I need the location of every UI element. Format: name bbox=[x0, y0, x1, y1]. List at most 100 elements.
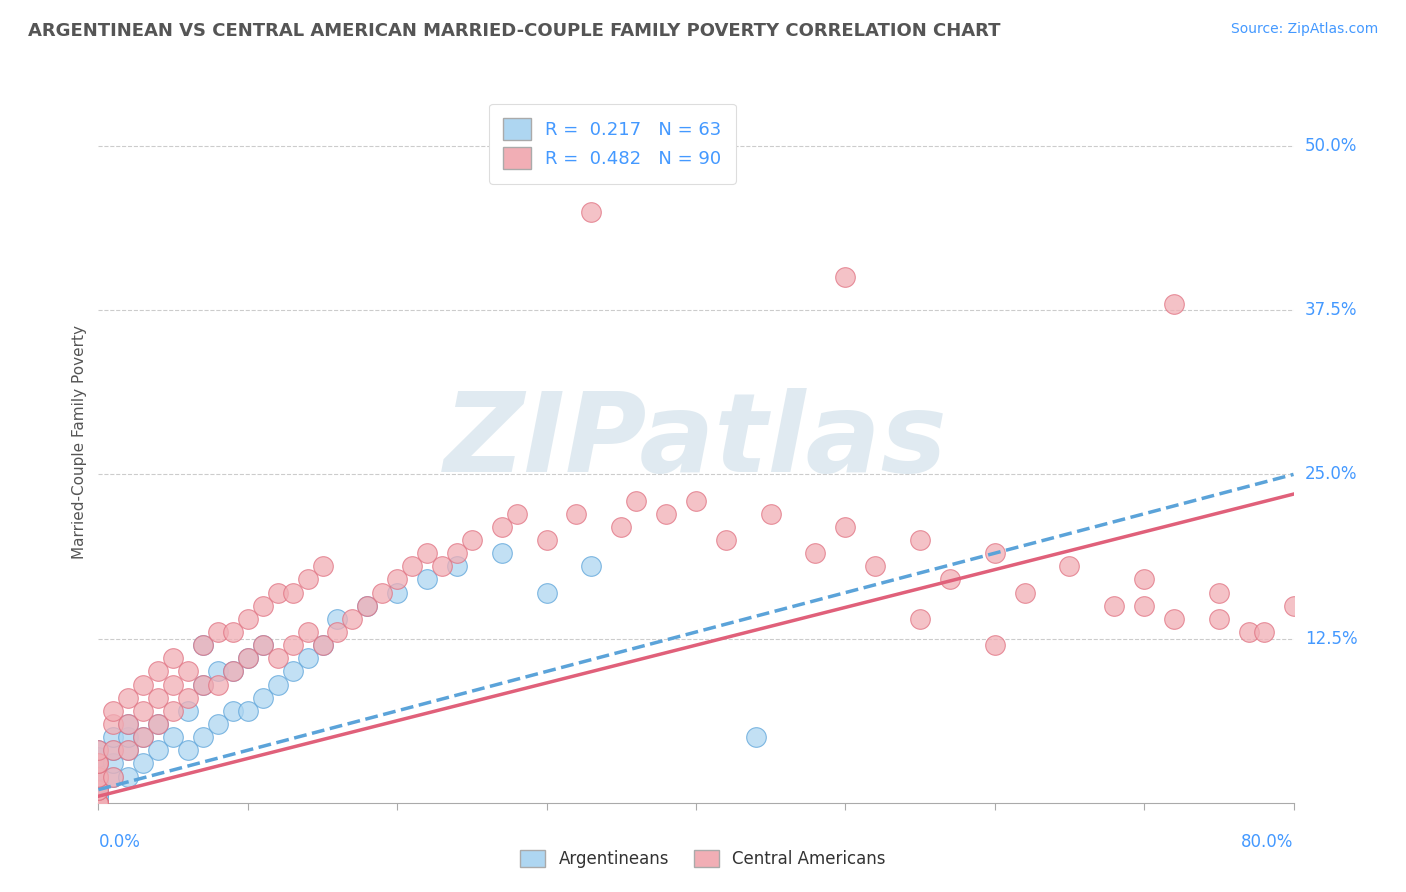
Point bbox=[103, 770, 125, 784]
Point bbox=[87, 796, 110, 810]
Point bbox=[148, 717, 170, 731]
Point bbox=[87, 770, 110, 784]
Point bbox=[759, 507, 782, 521]
Point bbox=[87, 756, 110, 771]
Point bbox=[430, 559, 453, 574]
Point bbox=[87, 796, 110, 810]
Point bbox=[222, 665, 245, 679]
Point bbox=[252, 599, 274, 613]
Point bbox=[162, 677, 184, 691]
Point bbox=[371, 585, 394, 599]
Point bbox=[87, 770, 110, 784]
Point bbox=[87, 796, 110, 810]
Point bbox=[356, 599, 378, 613]
Point bbox=[87, 796, 110, 810]
Point bbox=[236, 612, 259, 626]
Point bbox=[1282, 599, 1305, 613]
Point bbox=[191, 730, 214, 744]
Point bbox=[834, 520, 856, 534]
Point bbox=[446, 559, 468, 574]
Legend: R =  0.217   N = 63, R =  0.482   N = 90: R = 0.217 N = 63, R = 0.482 N = 90 bbox=[489, 103, 735, 184]
Point bbox=[939, 573, 962, 587]
Text: 37.5%: 37.5% bbox=[1305, 301, 1357, 319]
Point bbox=[804, 546, 827, 560]
Point bbox=[117, 717, 139, 731]
Point bbox=[908, 612, 931, 626]
Point bbox=[385, 573, 409, 587]
Point bbox=[87, 770, 110, 784]
Point bbox=[87, 796, 110, 810]
Point bbox=[491, 520, 513, 534]
Point bbox=[1014, 585, 1036, 599]
Point bbox=[222, 704, 245, 718]
Point bbox=[311, 638, 333, 652]
Point bbox=[491, 546, 513, 560]
Point bbox=[865, 559, 887, 574]
Point bbox=[610, 520, 633, 534]
Point bbox=[87, 770, 110, 784]
Point bbox=[252, 638, 274, 652]
Point bbox=[191, 638, 214, 652]
Point bbox=[132, 677, 155, 691]
Point bbox=[207, 625, 229, 640]
Point bbox=[87, 796, 110, 810]
Point bbox=[506, 507, 529, 521]
Point bbox=[87, 789, 110, 804]
Point bbox=[1133, 573, 1156, 587]
Point bbox=[87, 782, 110, 797]
Point bbox=[252, 690, 274, 705]
Point bbox=[117, 717, 139, 731]
Point bbox=[1208, 585, 1230, 599]
Point bbox=[222, 665, 245, 679]
Point bbox=[565, 507, 588, 521]
Point bbox=[87, 743, 110, 757]
Text: ARGENTINEAN VS CENTRAL AMERICAN MARRIED-COUPLE FAMILY POVERTY CORRELATION CHART: ARGENTINEAN VS CENTRAL AMERICAN MARRIED-… bbox=[28, 22, 1001, 40]
Point bbox=[207, 677, 229, 691]
Point bbox=[267, 651, 290, 665]
Point bbox=[267, 677, 290, 691]
Point bbox=[297, 625, 319, 640]
Point bbox=[132, 756, 155, 771]
Point bbox=[87, 796, 110, 810]
Point bbox=[87, 782, 110, 797]
Point bbox=[148, 743, 170, 757]
Point bbox=[281, 638, 304, 652]
Point bbox=[908, 533, 931, 547]
Point bbox=[416, 573, 439, 587]
Point bbox=[87, 796, 110, 810]
Point bbox=[311, 638, 333, 652]
Point bbox=[1104, 599, 1126, 613]
Point bbox=[536, 585, 558, 599]
Point bbox=[446, 546, 468, 560]
Point bbox=[745, 730, 768, 744]
Text: ZIPatlas: ZIPatlas bbox=[444, 388, 948, 495]
Point bbox=[87, 796, 110, 810]
Point bbox=[87, 756, 110, 771]
Point bbox=[267, 585, 290, 599]
Point bbox=[132, 704, 155, 718]
Point bbox=[87, 782, 110, 797]
Point bbox=[117, 770, 139, 784]
Point bbox=[103, 704, 125, 718]
Point bbox=[281, 585, 304, 599]
Point bbox=[162, 704, 184, 718]
Point bbox=[87, 789, 110, 804]
Point bbox=[87, 763, 110, 777]
Point bbox=[297, 651, 319, 665]
Point bbox=[87, 782, 110, 797]
Point bbox=[177, 704, 200, 718]
Point bbox=[834, 270, 856, 285]
Point bbox=[132, 730, 155, 744]
Point bbox=[281, 665, 304, 679]
Point bbox=[117, 690, 139, 705]
Point bbox=[685, 493, 707, 508]
Point bbox=[356, 599, 378, 613]
Point bbox=[207, 717, 229, 731]
Point bbox=[87, 796, 110, 810]
Point bbox=[297, 573, 319, 587]
Point bbox=[148, 665, 170, 679]
Point bbox=[252, 638, 274, 652]
Point bbox=[236, 704, 259, 718]
Text: 25.0%: 25.0% bbox=[1305, 466, 1357, 483]
Point bbox=[117, 743, 139, 757]
